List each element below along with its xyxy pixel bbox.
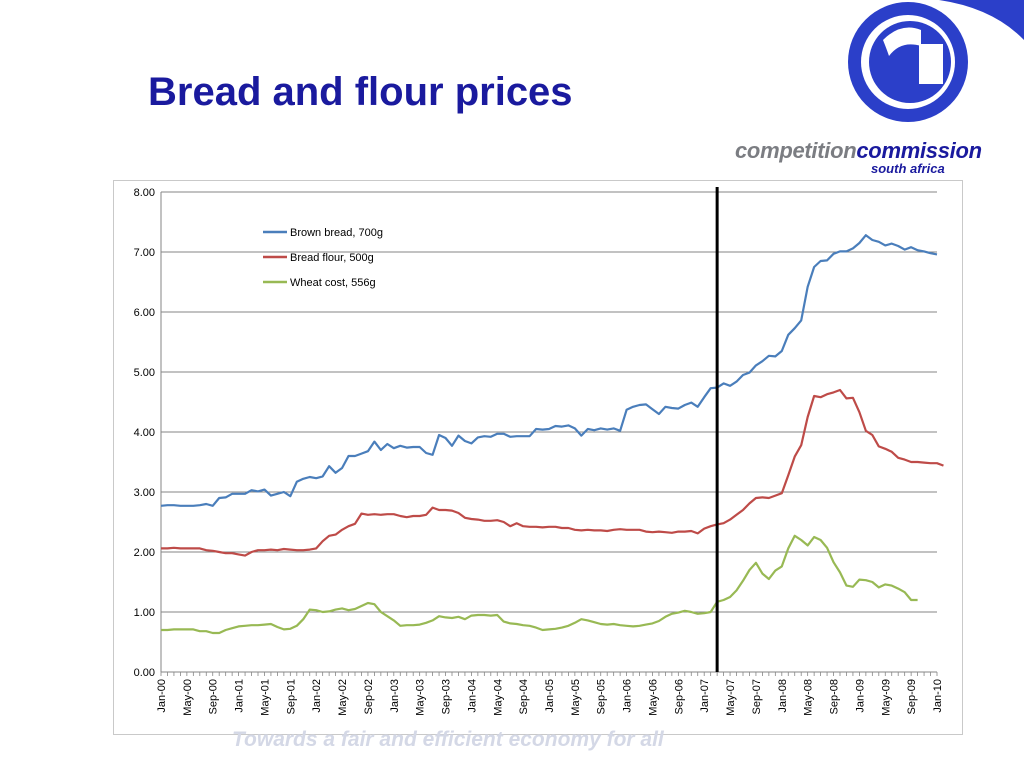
- logo-wordmark: competitioncommission: [735, 138, 982, 164]
- series-line-1: [160, 234, 938, 507]
- x-tick-label: Sep-08: [829, 679, 841, 714]
- x-tick-label: Jan-02: [311, 679, 323, 713]
- y-tick-label: 8.00: [134, 187, 155, 199]
- x-tick-label: Jan-04: [466, 679, 478, 713]
- y-tick-label: 3.00: [134, 487, 155, 499]
- y-tick-label: 4.00: [134, 427, 155, 439]
- x-tick-label: Jan-06: [622, 679, 634, 713]
- line-chart: 0.00 1.00 2.00 3.00 4.00 5.00 6.00 7.00 8.00 Jan…: [134, 187, 944, 716]
- legend: Brown bread, 700g Bread flour, 500g Wheat …: [263, 227, 383, 289]
- logo-word-commission: commission: [856, 138, 982, 163]
- x-tick-label: Sep-07: [751, 679, 763, 714]
- x-tick-label: Sep-04: [518, 679, 530, 714]
- x-tick-label: Sep-05: [596, 679, 608, 714]
- footer-tagline: Towards a fair and efficient economy for…: [232, 728, 664, 751]
- x-tick-label: Sep-06: [673, 679, 685, 714]
- x-tick-label: Sep-03: [441, 679, 453, 714]
- gridlines: [160, 191, 937, 673]
- logo-emblem-icon: [848, 0, 1024, 122]
- x-tick-label: Jan-07: [699, 679, 711, 713]
- y-tick-label: 1.00: [134, 607, 155, 619]
- series-lines: [160, 234, 944, 635]
- x-tick-label: Sep-00: [208, 679, 220, 714]
- legend-label-3: Wheat cost, 556g: [290, 277, 376, 289]
- competition-commission-logo: competitioncommission south africa: [735, 0, 1024, 185]
- x-tick-label: Jan-03: [389, 679, 401, 713]
- logo-word-competition: competition: [735, 138, 857, 163]
- x-tick-label: Sep-01: [285, 679, 297, 714]
- x-tick-label: Jan-01: [234, 679, 246, 713]
- chart-area: 0.00 1.00 2.00 3.00 4.00 5.00 6.00 7.00 8.00 Jan…: [113, 180, 963, 735]
- x-tick-label: May-03: [415, 679, 427, 716]
- x-tick-label: Jan-05: [544, 679, 556, 713]
- x-tick-label: May-00: [182, 679, 194, 716]
- x-tick-label: Jan-10: [932, 679, 944, 713]
- x-tick-label: Jan-09: [854, 679, 866, 713]
- x-tick-label: Jan-08: [777, 679, 789, 713]
- logo-subtitle: south africa: [871, 161, 945, 176]
- x-tick-label: May-07: [725, 679, 737, 716]
- y-tick-label: 0.00: [134, 667, 155, 679]
- x-tick-label: May-01: [259, 679, 271, 716]
- series-line-3: [161, 534, 918, 635]
- y-tick-label: 5.00: [134, 367, 155, 379]
- x-axis-ticks: Jan-00 May-00 Sep-00 Jan-01 May-01 Sep-01 Jan-…: [156, 672, 944, 716]
- y-axis-ticks: 0.00 1.00 2.00 3.00 4.00 5.00 6.00 7.00 8.00: [134, 187, 155, 679]
- y-tick-label: 7.00: [134, 247, 155, 259]
- x-tick-label: May-02: [337, 679, 349, 716]
- x-tick-label: Sep-09: [906, 679, 918, 714]
- legend-label-2: Bread flour, 500g: [290, 252, 374, 264]
- x-tick-label: May-04: [492, 679, 504, 716]
- y-tick-label: 2.00: [134, 547, 155, 559]
- x-tick-label: May-05: [570, 679, 582, 716]
- legend-label-1: Brown bread, 700g: [290, 227, 383, 239]
- slide-title: Bread and flour prices: [148, 70, 573, 114]
- y-tick-label: 6.00: [134, 307, 155, 319]
- x-tick-label: May-06: [647, 679, 659, 716]
- x-tick-label: May-08: [803, 679, 815, 716]
- x-tick-label: Jan-00: [156, 679, 168, 713]
- x-tick-label: May-09: [880, 679, 892, 716]
- series-line-2: [161, 388, 944, 557]
- x-tick-label: Sep-02: [363, 679, 375, 714]
